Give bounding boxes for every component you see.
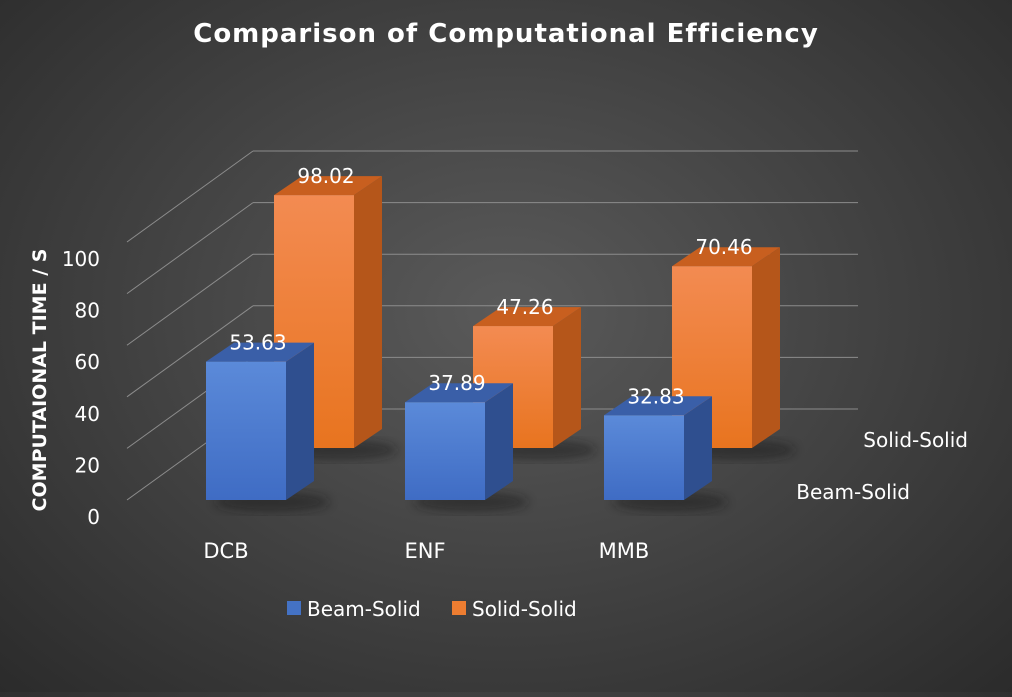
bar-beam-solid-dcb [206, 342, 330, 512]
x-tick-label-mmb: MMB [599, 539, 650, 563]
data-label-solid-solid-mmb: 70.46 [695, 235, 752, 259]
bar-top [405, 383, 513, 403]
bar-top [473, 307, 581, 327]
bar-beam-solid-enf [405, 383, 529, 512]
y-tick-labels: 0 20 40 60 80 100 [62, 247, 100, 529]
y-tick-label-80: 80 [75, 299, 100, 323]
bar-beam-solid-mmb [604, 396, 728, 512]
bar-front [604, 415, 684, 500]
bar-front [405, 402, 485, 500]
x-tick-label-dcb: DCB [203, 539, 248, 563]
y-tick-label-0: 0 [87, 505, 100, 529]
gridline-side-100 [126, 150, 254, 243]
y-tick-label-40: 40 [75, 402, 100, 426]
bar-side [752, 247, 780, 448]
chart-title: Comparison of Computational Efficiency [193, 19, 819, 49]
series-depth-labels: Beam-Solid Solid-Solid [796, 428, 968, 504]
data-label-solid-solid-enf: 47.26 [496, 295, 553, 319]
bar-front [206, 361, 286, 500]
gridline-side-60 [126, 253, 254, 346]
bar-side [354, 176, 382, 448]
bar-top [672, 247, 780, 267]
x-tick-labels: DCB ENF MMB [203, 539, 649, 563]
legend-label-solid-solid: Solid-Solid [472, 597, 577, 621]
legend-label-beam-solid: Beam-Solid [307, 597, 421, 621]
bars: 98.02 47.26 70.46 53.63 37.89 32.83 [206, 164, 796, 512]
gridline-side-80 [126, 202, 254, 295]
legend-item-solid-solid[interactable]: Solid-Solid [452, 597, 577, 621]
bar-top [206, 342, 314, 362]
y-tick-label-60: 60 [75, 350, 100, 374]
bar-side [485, 383, 513, 500]
y-axis-title: COMPUTAIONAL TIME / S [29, 249, 51, 512]
data-label-beam-solid-enf: 37.89 [428, 371, 485, 395]
bar-side [684, 396, 712, 500]
y-tick-label-20: 20 [75, 453, 100, 477]
y-tick-label-100: 100 [62, 247, 100, 271]
bar-top [274, 176, 382, 196]
data-label-beam-solid-dcb: 53.63 [229, 331, 286, 355]
gridline-side-40 [126, 305, 254, 398]
legend-swatch-solid-solid [452, 601, 466, 615]
x-tick-label-enf: ENF [404, 539, 445, 563]
depth-label-beam-solid: Beam-Solid [796, 480, 910, 504]
legend: Beam-Solid Solid-Solid [287, 597, 577, 621]
data-label-solid-solid-dcb: 98.02 [297, 164, 354, 188]
legend-item-beam-solid[interactable]: Beam-Solid [287, 597, 421, 621]
bar-side [553, 307, 581, 448]
legend-swatch-beam-solid [287, 601, 301, 615]
data-label-beam-solid-mmb: 32.83 [627, 384, 684, 408]
bar-side [286, 342, 314, 500]
bar-top [604, 396, 712, 416]
depth-label-solid-solid: Solid-Solid [863, 428, 968, 452]
